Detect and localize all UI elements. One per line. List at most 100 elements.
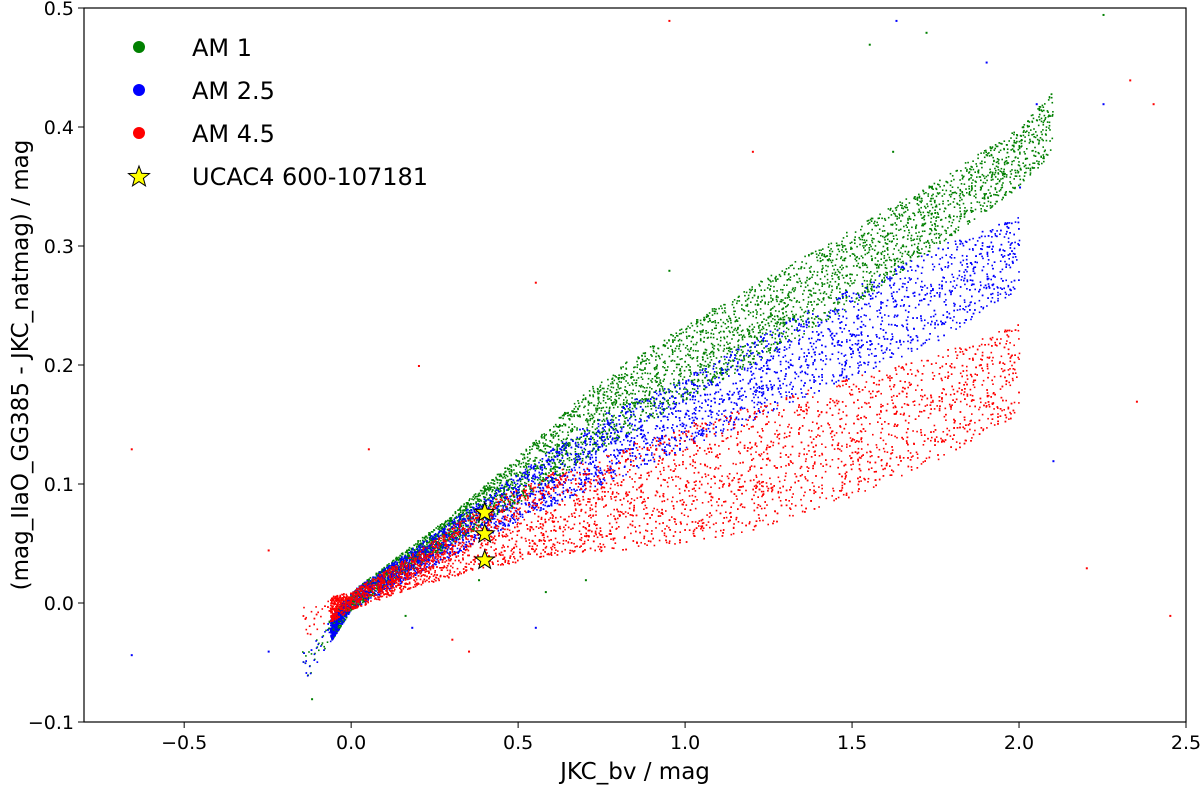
data-point bbox=[854, 242, 856, 245]
data-point bbox=[957, 226, 960, 228]
data-point bbox=[563, 423, 565, 425]
data-point bbox=[444, 527, 446, 529]
data-point bbox=[650, 408, 653, 410]
data-point bbox=[918, 197, 920, 199]
data-point bbox=[538, 474, 541, 476]
data-point bbox=[941, 189, 944, 191]
data-point bbox=[521, 483, 523, 485]
data-point bbox=[807, 301, 810, 303]
data-point bbox=[660, 385, 663, 387]
data-point bbox=[959, 196, 962, 199]
data-point bbox=[756, 304, 759, 306]
data-point bbox=[989, 171, 991, 174]
data-point bbox=[699, 333, 702, 336]
data-point bbox=[880, 253, 883, 256]
data-point bbox=[708, 317, 711, 320]
data-point bbox=[372, 592, 374, 595]
data-point bbox=[1043, 114, 1046, 117]
data-point bbox=[545, 433, 547, 436]
data-point bbox=[498, 473, 500, 476]
data-point bbox=[994, 194, 997, 196]
data-point bbox=[498, 494, 501, 496]
data-point bbox=[543, 467, 546, 469]
data-point bbox=[1050, 96, 1053, 99]
data-point bbox=[646, 372, 649, 375]
data-point bbox=[617, 384, 619, 386]
data-point bbox=[1040, 120, 1043, 123]
data-point bbox=[770, 297, 772, 299]
data-point bbox=[740, 330, 743, 333]
data-point bbox=[659, 357, 661, 360]
data-point bbox=[556, 449, 558, 452]
data-point bbox=[564, 423, 567, 426]
data-point bbox=[948, 215, 950, 218]
data-point bbox=[776, 343, 779, 345]
data-point bbox=[502, 509, 505, 511]
data-point bbox=[1032, 167, 1034, 169]
data-point bbox=[623, 423, 625, 425]
data-point bbox=[693, 329, 696, 332]
data-point bbox=[830, 297, 832, 299]
data-point bbox=[714, 321, 717, 324]
data-point bbox=[811, 317, 813, 319]
data-point bbox=[1001, 184, 1003, 186]
data-point bbox=[1022, 126, 1025, 129]
data-point bbox=[328, 627, 330, 630]
data-point bbox=[921, 217, 923, 219]
data-point bbox=[987, 189, 990, 191]
data-point bbox=[783, 318, 786, 321]
data-point bbox=[1028, 131, 1030, 134]
data-point bbox=[970, 209, 972, 212]
data-point bbox=[441, 533, 444, 535]
data-point bbox=[667, 366, 669, 368]
data-point bbox=[558, 444, 560, 446]
data-point bbox=[645, 359, 647, 362]
data-point bbox=[918, 208, 920, 211]
data-point bbox=[526, 478, 529, 480]
data-point bbox=[745, 354, 748, 357]
data-point bbox=[819, 318, 822, 321]
data-point bbox=[899, 204, 902, 206]
data-point bbox=[809, 270, 811, 273]
data-point bbox=[911, 244, 913, 247]
data-point bbox=[568, 459, 571, 462]
data-point bbox=[910, 237, 912, 240]
data-point bbox=[828, 243, 830, 246]
data-point bbox=[834, 271, 837, 274]
data-point bbox=[737, 346, 740, 348]
data-point bbox=[427, 553, 429, 556]
data-point bbox=[442, 546, 445, 549]
data-point bbox=[920, 252, 922, 254]
data-point bbox=[889, 259, 891, 261]
data-point bbox=[621, 410, 623, 413]
data-point bbox=[989, 147, 992, 149]
data-point bbox=[504, 493, 506, 496]
data-point bbox=[1029, 174, 1032, 176]
data-point bbox=[417, 540, 419, 542]
data-point bbox=[984, 194, 986, 197]
data-point bbox=[644, 372, 646, 374]
data-point bbox=[918, 195, 921, 198]
data-point bbox=[970, 168, 972, 171]
data-point bbox=[1034, 146, 1036, 149]
data-point bbox=[618, 387, 621, 390]
data-point bbox=[535, 444, 538, 447]
data-point bbox=[933, 182, 936, 185]
data-point bbox=[1043, 120, 1045, 122]
data-point bbox=[894, 262, 897, 265]
data-point bbox=[841, 295, 844, 297]
data-point bbox=[435, 540, 437, 543]
data-point bbox=[503, 510, 505, 512]
data-point bbox=[734, 327, 737, 330]
data-point bbox=[900, 247, 902, 249]
data-point bbox=[878, 217, 880, 219]
data-point bbox=[570, 429, 572, 432]
data-point bbox=[1042, 129, 1044, 131]
data-point bbox=[809, 271, 812, 273]
data-point bbox=[716, 372, 718, 375]
data-point bbox=[510, 464, 512, 466]
data-point bbox=[856, 292, 859, 294]
data-point bbox=[1005, 174, 1008, 176]
data-point bbox=[778, 303, 780, 306]
data-point bbox=[367, 596, 370, 598]
